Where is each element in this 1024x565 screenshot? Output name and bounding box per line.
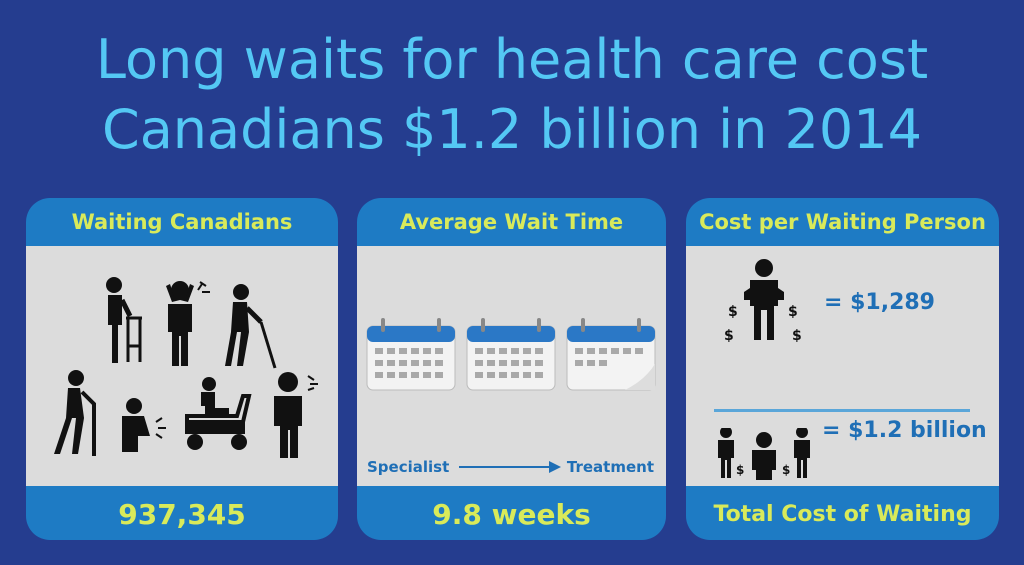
svg-text:$: $: [788, 304, 798, 320]
calendar-icon: [566, 318, 656, 391]
cost-illustration: $ $ $ $ = $1,289 $ $ = $1.2 billion: [686, 246, 999, 486]
panel-footer-value: 9.8 weeks: [432, 497, 591, 531]
svg-text:$: $: [782, 463, 790, 477]
panel-average-wait-time: Average Wait Time: [357, 198, 666, 540]
panel-header: Waiting Canadians: [71, 210, 293, 234]
calendar-icon: [366, 318, 456, 391]
person-empty-pockets-icon: $ $ $ $: [724, 259, 802, 344]
title-line-1: Long waits for health care cost: [95, 28, 929, 91]
calendar-icon: [466, 318, 556, 391]
panel-cost-per-person: Cost per Waiting Person $ $ $ $ = $1,289…: [686, 198, 999, 540]
person-with-walker-icon: [106, 277, 142, 363]
elderly-with-cane-icon: [225, 284, 277, 369]
svg-text:$: $: [728, 304, 738, 320]
calendar-illustration: Specialist Treatment: [357, 246, 666, 486]
person-back-pain-icon: [274, 372, 318, 458]
to-label: Treatment: [566, 458, 654, 476]
person-with-crutch-icon: [54, 370, 96, 456]
panel-header: Average Wait Time: [399, 210, 624, 234]
waiting-people-illustration: [26, 246, 338, 486]
per-person-cost: = $1,289: [824, 290, 935, 315]
svg-text:$: $: [792, 328, 802, 344]
title-line-2: Canadians $1.2 billion in 2014: [102, 98, 922, 161]
total-cost: = $1.2 billion: [822, 418, 987, 443]
svg-text:$: $: [736, 463, 744, 477]
group-empty-pockets-icon: $ $: [718, 428, 810, 480]
from-label: Specialist: [367, 458, 450, 476]
divider: [714, 409, 970, 412]
mobility-scooter-icon: [185, 377, 252, 450]
panel-header: Cost per Waiting Person: [699, 210, 986, 234]
svg-text:$: $: [724, 328, 734, 344]
panel-footer-value: 937,345: [118, 497, 246, 531]
panel-footer-label: Total Cost of Waiting: [713, 501, 972, 527]
panel-waiting-canadians: Waiting Canadians: [26, 198, 338, 540]
person-crouching-icon: [122, 398, 166, 452]
arrow-right-icon: [459, 461, 561, 473]
person-headache-icon: [166, 281, 210, 366]
